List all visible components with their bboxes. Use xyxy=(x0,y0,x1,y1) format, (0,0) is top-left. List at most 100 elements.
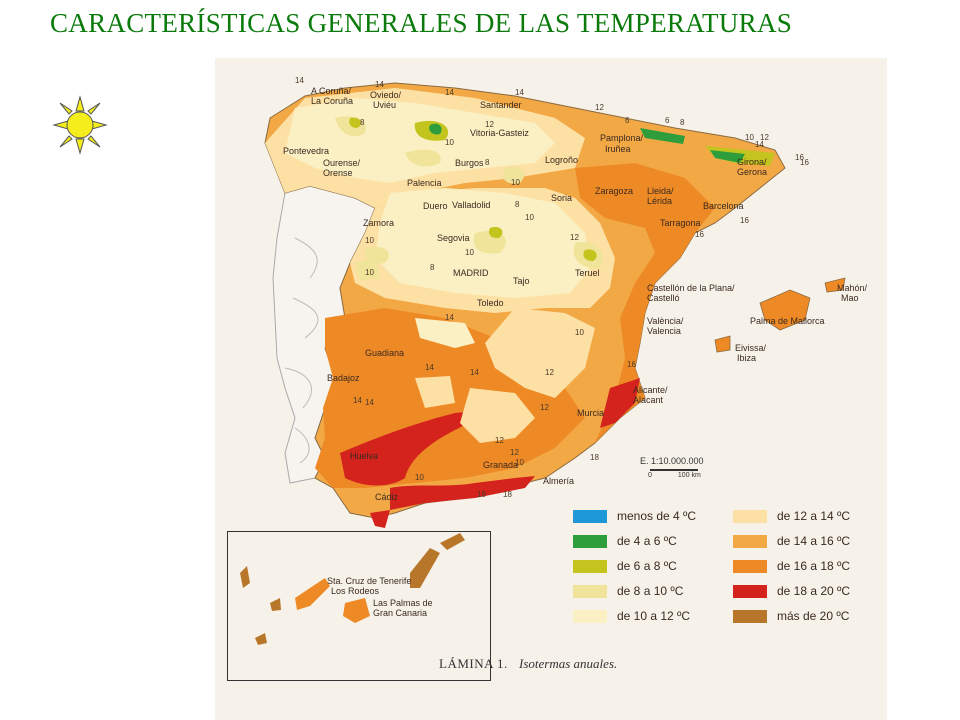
city-label: Valladolid xyxy=(452,200,491,210)
isotherm-label: 10 xyxy=(445,138,454,147)
city-label: Oviedo/ xyxy=(370,90,402,100)
legend-item: menos de 4 ºC xyxy=(573,507,696,525)
legend-swatch xyxy=(733,559,767,573)
isotherm-label: 16 xyxy=(627,360,636,369)
isotherm-label: 12 xyxy=(485,120,494,129)
city-label: Logroño xyxy=(545,155,579,165)
isotherm-label: 12 xyxy=(545,368,554,377)
city-label: Castelló xyxy=(647,293,680,303)
isotherm-label: 14 xyxy=(445,88,454,97)
legend-item: de 10 a 12 ºC xyxy=(573,607,690,625)
city-label: Gerona xyxy=(737,167,768,177)
isotherm-label: 14 xyxy=(375,80,384,89)
city-label: Sta. Cruz de Tenerife xyxy=(327,576,412,586)
legend-item: de 6 a 8 ºC xyxy=(573,557,677,575)
isotherm-label: 14 xyxy=(425,363,434,372)
legend-label: de 8 a 10 ºC xyxy=(617,584,684,598)
city-label: Alicante/ xyxy=(633,385,668,395)
city-label: Mahón/ xyxy=(837,283,868,293)
legend-item: de 8 a 10 ºC xyxy=(573,582,683,600)
city-label: Girona/ xyxy=(737,157,767,167)
legend-item: de 16 a 18 ºC xyxy=(733,557,850,575)
isotherm-label: 16 xyxy=(695,230,704,239)
legend-label: de 12 a 14 ºC xyxy=(777,509,851,523)
legend-item: de 4 a 6 ºC xyxy=(573,532,677,550)
city-label: Pamplona/ xyxy=(600,133,644,143)
city-label: Almería xyxy=(543,476,575,486)
isotherm-label: 16 xyxy=(740,216,749,225)
city-label: Gran Canaria xyxy=(373,608,428,618)
isotherm-label: 14 xyxy=(295,76,304,85)
city-label: Segovia xyxy=(437,233,470,243)
legend-swatch xyxy=(733,584,767,598)
city-label: Valencia xyxy=(647,326,681,336)
isotherm-label: 14 xyxy=(353,396,362,405)
isotherm-label: 14 xyxy=(445,313,454,322)
city-label: Palma de Mallorca xyxy=(750,316,825,326)
page-title: CARACTERÍSTICAS GENERALES DE LAS TEMPERA… xyxy=(50,8,793,38)
isotherm-label: 12 xyxy=(595,103,604,112)
legend-label: de 10 a 12 ºC xyxy=(617,609,691,623)
caption-number: LÁMINA 1. xyxy=(439,656,508,671)
isotherm-label: 8 xyxy=(515,200,520,209)
legend-swatch xyxy=(573,559,607,573)
city-label: Zamora xyxy=(363,218,395,228)
sun-icon xyxy=(52,95,108,155)
city-label: Granada xyxy=(483,460,519,470)
isotherm-label: 10 xyxy=(511,178,520,187)
city-label: Lérida xyxy=(647,196,673,206)
isotherm-label: 10 xyxy=(525,213,534,222)
isotherm-map: A Coruña/ La Coruña Oviedo/ Uviéu Santan… xyxy=(215,58,887,720)
city-label: Toledo xyxy=(477,298,504,308)
isotherm-label: 12 xyxy=(760,133,769,142)
city-label: Zaragoza xyxy=(595,186,634,196)
isotherm-label: 14 xyxy=(755,140,764,149)
isotherm-label: 14 xyxy=(470,368,479,377)
isotherm-label: 16 xyxy=(795,153,804,162)
canary-gomera xyxy=(270,598,281,611)
isotherm-label: 16 xyxy=(800,158,809,167)
canary-tenerife xyxy=(295,578,330,610)
city-label: Lleida/ xyxy=(647,186,674,196)
scale-tick: 100 km xyxy=(677,472,701,479)
legend-swatch xyxy=(573,509,607,523)
city-label: Alacant xyxy=(633,395,664,405)
isotherm-label: 14 xyxy=(365,398,374,407)
city-label: Tarragona xyxy=(660,218,701,228)
legend-label: de 16 a 18 ºC xyxy=(777,559,851,573)
isotherm-label: 10 xyxy=(575,328,584,337)
legend-item: de 14 a 16 ºC xyxy=(733,532,850,550)
city-label: Guadiana xyxy=(365,348,405,358)
map-scale: E. 1:10.000.000 0 100 km xyxy=(640,456,704,479)
city-label: Tajo xyxy=(513,276,530,286)
city-label: MADRID xyxy=(453,268,489,278)
city-label: Burgos xyxy=(455,158,484,168)
city-label: Orense xyxy=(323,168,353,178)
isotherm-label: 8 xyxy=(430,263,435,272)
city-label: A Coruña/ xyxy=(311,86,352,96)
legend-item: más de 20 ºC xyxy=(733,607,849,625)
city-label: València/ xyxy=(647,316,684,326)
ibiza xyxy=(714,335,731,353)
city-label: Murcia xyxy=(577,408,605,418)
isotherm-label: 10 xyxy=(745,133,754,142)
city-label: Los Rodeos xyxy=(331,586,380,596)
city-label: Uviéu xyxy=(373,100,397,110)
scale-bar xyxy=(650,469,698,471)
isotherm-label: 6 xyxy=(665,116,670,125)
isotherm-label: 10 xyxy=(365,268,374,277)
isotherm-label: 12 xyxy=(495,436,504,445)
legend-item: de 18 a 20 ºC xyxy=(733,582,850,600)
legend-swatch xyxy=(733,534,767,548)
canary-lanzarote xyxy=(440,533,465,550)
city-label: Vitoria-Gasteiz xyxy=(470,128,529,138)
caption-title: Isotermas anuales. xyxy=(519,656,618,671)
city-label: Las Palmas de xyxy=(373,598,433,608)
isotherm-label: 12 xyxy=(510,448,519,457)
city-label: Pontevedra xyxy=(283,146,330,156)
scale-tick: 0 xyxy=(648,472,652,479)
map-drawing xyxy=(240,82,846,645)
city-label: Huelva xyxy=(350,451,379,461)
isotherm-label: 18 xyxy=(503,490,512,499)
canary-islands-inset xyxy=(227,531,491,681)
